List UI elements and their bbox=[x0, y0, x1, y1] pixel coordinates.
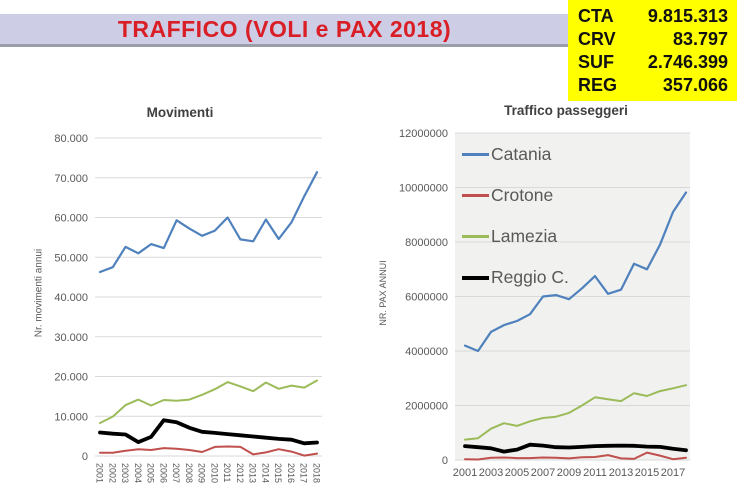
stat-row-suf: SUF 2.746.399 bbox=[578, 51, 728, 74]
x-tick-label: 2006 bbox=[158, 463, 168, 483]
y-tick-label: 6000000 bbox=[405, 292, 448, 304]
series-line-reggio-c bbox=[98, 418, 319, 446]
y-tick-label: 50.000 bbox=[54, 252, 88, 264]
x-tick-label: 2009 bbox=[197, 463, 207, 483]
stat-row-cta: CTA 9.815.313 bbox=[578, 5, 728, 28]
title-bar: TRAFFICO (VOLI e PAX 2018) bbox=[0, 14, 569, 47]
series-line-reggio-c bbox=[463, 442, 688, 454]
stats-box: CTA 9.815.313 CRV 83.797 SUF 2.746.399 R… bbox=[568, 0, 737, 101]
stat-code: CRV bbox=[578, 29, 616, 49]
series-line-crotone bbox=[99, 445, 318, 457]
y-tick-label: 10000000 bbox=[399, 183, 448, 195]
chart-legend: Catania Crotone Lamezia Reggio C. bbox=[462, 134, 569, 298]
stat-value: 357.066 bbox=[662, 75, 728, 95]
x-tick-label: 2003 bbox=[479, 467, 503, 479]
x-tick-label: 2007 bbox=[171, 463, 181, 483]
x-tick-label: 2015 bbox=[273, 463, 283, 483]
legend-label: Lamezia bbox=[491, 226, 558, 246]
legend-item-reggio-c: Reggio C. bbox=[462, 257, 569, 298]
x-tick-label: 2001 bbox=[453, 467, 477, 479]
stat-code: CTA bbox=[578, 6, 614, 26]
legend-line-swatch bbox=[462, 275, 489, 280]
stat-row-crv: CRV 83.797 bbox=[578, 28, 728, 51]
chart-title: Traffico passeggeri bbox=[504, 103, 628, 118]
chart-traffico-passeggeri: 0 2000000 4000000 6000000 8000000 10000000 120… bbox=[370, 98, 702, 484]
series-line-lamezia bbox=[99, 379, 318, 424]
x-tick-label: 2013 bbox=[248, 463, 258, 483]
y-tick-label: 4000000 bbox=[405, 346, 448, 358]
x-tick-label: 2011 bbox=[583, 467, 607, 479]
x-tick-label: 2017 bbox=[661, 467, 685, 479]
legend-label: Catania bbox=[491, 144, 552, 164]
x-tick-label: 2007 bbox=[531, 467, 555, 479]
x-tick-label: 2014 bbox=[260, 463, 270, 483]
series-line-catania bbox=[463, 191, 688, 353]
chart-movimenti: 0 10.000 20.000 30.000 40.000 50.000 60.000 70.… bbox=[28, 100, 362, 484]
y-tick-label: 30.000 bbox=[54, 332, 88, 344]
x-tick-label: 2004 bbox=[133, 463, 143, 483]
y-tick-label: 2000000 bbox=[405, 401, 448, 413]
legend-line-swatch bbox=[462, 194, 489, 197]
legend-item-crotone: Crotone bbox=[462, 175, 569, 216]
y-tick-label: 20.000 bbox=[54, 372, 88, 384]
legend-label: Reggio C. bbox=[491, 267, 569, 287]
legend-line-swatch bbox=[462, 153, 489, 156]
movimenti-plot: 0 10.000 20.000 30.000 40.000 50.000 60.000 70.… bbox=[54, 133, 322, 483]
y-axis-label: Nr. movimenti annui bbox=[33, 248, 45, 338]
x-tick-label: 2018 bbox=[312, 463, 322, 483]
x-tick-label: 2009 bbox=[557, 467, 581, 479]
slide-title: TRAFFICO (VOLI e PAX 2018) bbox=[117, 15, 452, 42]
stat-value: 9.815.313 bbox=[647, 6, 728, 26]
y-tick-label: 8000000 bbox=[405, 237, 448, 249]
x-tick-label: 2001 bbox=[95, 463, 105, 483]
stat-code: REG bbox=[578, 75, 618, 95]
x-tick-label: 2017 bbox=[299, 463, 309, 483]
legend-label: Crotone bbox=[491, 185, 554, 205]
y-tick-label: 12000000 bbox=[399, 128, 448, 140]
x-tick-label: 2013 bbox=[609, 467, 633, 479]
stat-row-reg: REG 357.066 bbox=[578, 74, 728, 97]
legend-item-catania: Catania bbox=[462, 134, 569, 175]
x-tick-label: 2003 bbox=[120, 463, 130, 483]
stat-value: 2.746.399 bbox=[647, 52, 728, 72]
pax-plot: 0 2000000 4000000 6000000 8000000 10000000 120… bbox=[399, 128, 690, 479]
x-tick-label: 2016 bbox=[286, 463, 296, 483]
x-tick-label: 2010 bbox=[209, 463, 219, 483]
legend-line-swatch bbox=[462, 235, 489, 238]
y-tick-label: 10.000 bbox=[54, 411, 88, 423]
x-tick-label: 2005 bbox=[505, 467, 529, 479]
y-tick-label: 40.000 bbox=[54, 292, 88, 304]
x-tick-label: 2002 bbox=[107, 463, 117, 483]
x-tick-label: 2015 bbox=[635, 467, 659, 479]
x-tick-label: 2012 bbox=[235, 463, 245, 483]
series-line-catania bbox=[98, 171, 319, 274]
y-tick-label: 0 bbox=[442, 455, 448, 467]
y-axis-label: NR. PAX ANNUI bbox=[378, 260, 388, 326]
y-tick-label: 70.000 bbox=[54, 173, 88, 185]
series-line-lamezia bbox=[464, 384, 687, 441]
legend-item-lamezia: Lamezia bbox=[462, 216, 569, 257]
y-tick-label: 0 bbox=[82, 451, 88, 463]
x-tick-label: 2008 bbox=[184, 463, 194, 483]
y-tick-label: 60.000 bbox=[54, 213, 88, 225]
x-tick-label: 2011 bbox=[222, 463, 232, 482]
x-tick-label: 2005 bbox=[146, 463, 156, 483]
y-tick-label: 80.000 bbox=[54, 133, 88, 145]
stat-code: SUF bbox=[578, 52, 614, 72]
stat-value: 83.797 bbox=[672, 29, 728, 49]
chart-title: Movimenti bbox=[146, 105, 214, 120]
series-line-crotone bbox=[464, 451, 687, 461]
